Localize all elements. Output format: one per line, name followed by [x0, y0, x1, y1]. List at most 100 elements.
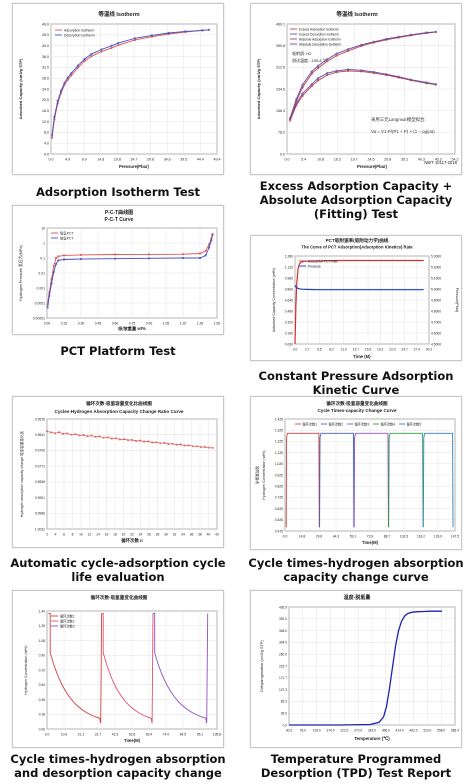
x-tick-label: 28 [156, 533, 160, 537]
y-axis-label: Adsorbed Capacity (cm3/g STP) [256, 58, 261, 119]
caption-adsorption-isotherm: Adsorption Isotherm Test [36, 185, 200, 199]
x-tick-label: 510.0 [423, 729, 431, 733]
y-tick-label: 0.480 [285, 309, 293, 313]
data-point [147, 253, 151, 256]
y-tick-label: 45.0 [42, 33, 49, 37]
y-tick-label: 156.3 [276, 109, 285, 113]
y-tick-label: 40.0 [42, 44, 49, 48]
data-point [62, 254, 66, 257]
legend-label: Adsorption Isotherm [64, 28, 95, 32]
chart-frame: 循环次数-吸氢容量变化曲线图 Cycle Times-capacity Chang… [250, 396, 462, 550]
x-tick-label: 42 [215, 533, 219, 537]
chart-card-pct-platform: P-C-T曲线图 P-C-T Curve 0.00 0.15 0.30 0.45 0.60 0… [2, 205, 234, 395]
y-tick-label: 10 [41, 226, 45, 230]
data-point [181, 256, 185, 260]
data-point [83, 57, 86, 61]
x-tick-label: 30 [164, 533, 168, 537]
x-tick-label: 26 [147, 533, 151, 537]
x-tick-label: 30.0 [286, 729, 292, 733]
legend-label: 循环次数2 [329, 421, 344, 426]
legend-label: Excess Desorption Isotherm [299, 32, 339, 36]
data-point [179, 443, 182, 446]
data-point [54, 432, 57, 435]
x-tick-label: 95.1 [197, 733, 204, 737]
data-point [100, 50, 103, 53]
data-point [110, 44, 113, 47]
x-tick-label: 14 [96, 533, 100, 537]
data-point [76, 64, 80, 67]
y2-tick-label: 4.6000 [431, 331, 441, 335]
data-point [66, 76, 69, 79]
legend-label: Absolute Adsorption Isotherm [299, 37, 341, 41]
y-axis-label: Adsorbed Capacity (cm3/g STP) [18, 58, 23, 119]
legend-label: 循环次数3 [60, 623, 75, 628]
x-axis-label: Pressure(Pbar) [357, 164, 388, 169]
y-tick-label: 234.5 [276, 87, 285, 91]
y-tick-label: 1 [43, 241, 45, 245]
x-tick-label: 0.60 [112, 322, 119, 326]
y-tick-label: 16.0 [42, 109, 49, 113]
series-line [388, 432, 424, 528]
chart-title: PCT吸附速率(吸附动力学)曲线 [326, 237, 389, 244]
x-tick-label: 44.3 [333, 535, 340, 539]
data-point [191, 445, 194, 448]
y-tick-label: 171.7 [279, 676, 287, 680]
y-tick-label: 215.7 [279, 664, 287, 668]
data-point [49, 431, 53, 434]
x-tick-label: 270.0 [354, 729, 362, 733]
legend-label: 循环次数4 [381, 421, 396, 426]
x-tick-label: 4 [55, 533, 57, 537]
data-point [45, 430, 49, 433]
chart-card-excess-absolute: 等温线 Isotherm 0.0 5.4 10.8 16.3 19.7 24.5 29.8 35… [240, 3, 472, 221]
y-axis-label: Hydrogen Concentration (wt%) [262, 450, 266, 499]
data-point [66, 432, 69, 435]
caption-tpd: Temperature Programmed Desorption (TPD) … [260, 752, 452, 780]
x-tick-label: 35.1 [401, 158, 408, 162]
x-tick-label: 40 [207, 533, 211, 537]
caption-cycle-abs-des: Cycle times-hydrogen absorption and deso… [10, 752, 226, 783]
excess-absolute-chart: 等温线 Isotherm 0.0 5.4 10.8 16.3 19.7 24.5 29.8 35… [256, 10, 459, 169]
data-point [346, 68, 350, 71]
data-point [409, 78, 413, 81]
y-axis-label: Adsorbed Capacity Concentration (wt%) [272, 268, 276, 332]
series-line [47, 234, 213, 308]
data-point [100, 48, 103, 51]
data-point [134, 439, 138, 443]
x-tick-label: 10.6 [61, 733, 68, 737]
x-tick-label: 39.5 [180, 158, 187, 162]
x-tick-label: 24.5 [368, 158, 375, 162]
y-tick-label: 24.0 [42, 87, 49, 91]
x-tick-label: 0.0 [49, 158, 54, 162]
data-point [57, 259, 60, 262]
annotation-standard: NB/T 10117-2018 [424, 160, 457, 165]
data-point [122, 438, 125, 441]
data-point [147, 257, 151, 260]
y-tick-label: 0.001 [37, 286, 46, 290]
data-point [316, 77, 320, 80]
y-tick-label: 0.0 [44, 152, 49, 156]
x-tick-label: 8 [72, 533, 74, 537]
chart-card-tpd: 温度-脱氢量 30.0 78.0 126.0 174.0 222.0 270.0 318.0 3… [240, 590, 472, 783]
data-point [425, 31, 428, 34]
data-point [98, 435, 101, 438]
data-point [110, 437, 113, 440]
series-line [319, 432, 355, 528]
data-point [198, 256, 202, 260]
series-line [51, 29, 209, 136]
data-point [187, 444, 190, 447]
x-tick-label: 462.0 [410, 729, 418, 733]
data-point [288, 118, 292, 121]
data-point [360, 69, 363, 72]
data-point [310, 83, 313, 86]
y-tick-label: 0.725 [275, 496, 283, 500]
y-tick-label: 0.9771 [35, 464, 45, 468]
x-tick-label: 0.15 [61, 322, 68, 326]
y-tick-label: 348.0 [279, 629, 287, 633]
series-line [289, 610, 442, 726]
chart-card-cycle-life: 循环次数-吸氢容量变化比曲线图 Cycles-Hydrogen Absorptio… [2, 396, 234, 588]
y2-tick-label: 5.2000 [431, 265, 441, 269]
y-axis-label: Hydrogen absorption capacity change 吸氢容量… [19, 430, 24, 517]
x-tick-label: 42.3 [112, 733, 119, 737]
y-tick-label: 0.00001 [33, 316, 45, 320]
data-point [57, 255, 60, 258]
